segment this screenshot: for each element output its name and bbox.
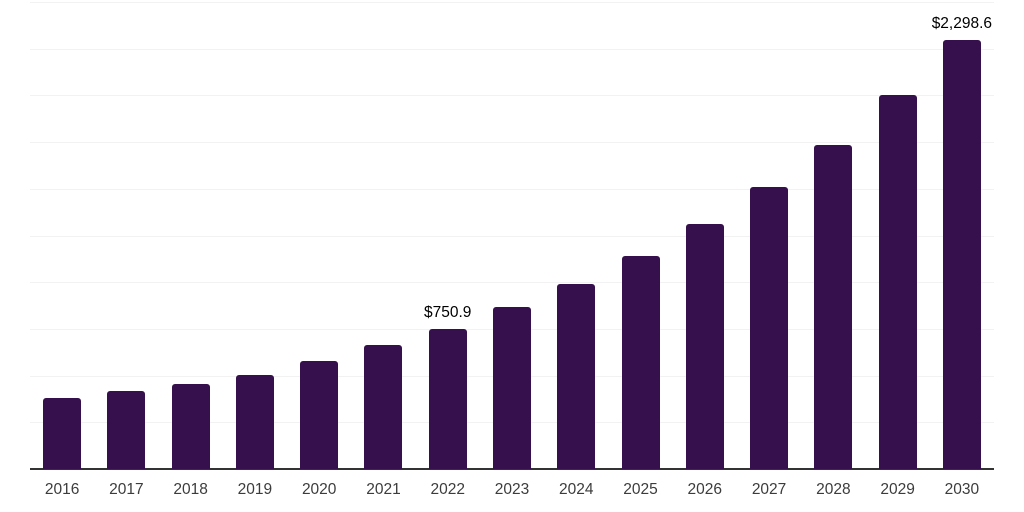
- x-axis-label-2017: 2017: [109, 481, 144, 498]
- gridline-1500: [30, 188, 994, 190]
- gridline-1000: [30, 282, 994, 284]
- x-axis-label-2021: 2021: [366, 481, 401, 498]
- x-axis-label-2022: 2022: [430, 481, 465, 498]
- bar-2029[interactable]: [878, 95, 917, 469]
- bar-2028[interactable]: [814, 145, 853, 469]
- x-axis-label-2019: 2019: [237, 481, 273, 498]
- bar-2026[interactable]: [685, 224, 724, 469]
- x-axis-label-2027: 2027: [751, 481, 787, 498]
- x-axis-label-2018: 2018: [173, 481, 208, 498]
- x-axis-label-2030: 2030: [944, 481, 980, 498]
- bar-2023[interactable]: [493, 307, 531, 469]
- bar-2025[interactable]: [621, 255, 660, 469]
- bar-2024[interactable]: [557, 283, 596, 469]
- bar-2021[interactable]: [364, 344, 403, 469]
- x-axis-label-2029: 2029: [880, 481, 915, 498]
- data-label-2022: $750.9: [424, 303, 472, 321]
- x-axis-label-2025: 2025: [623, 481, 658, 498]
- gridline-2000: [30, 95, 994, 97]
- bar-2018[interactable]: [171, 383, 210, 469]
- bar-2020[interactable]: [300, 360, 339, 469]
- gridline-2500: [30, 2, 994, 3]
- bar-2030[interactable]: [942, 39, 981, 469]
- x-axis-label-2020: 2020: [301, 481, 337, 498]
- bar-2022[interactable]: [428, 328, 467, 469]
- x-axis-label-2026: 2026: [687, 481, 723, 498]
- x-axis-line: [30, 468, 994, 470]
- gridline-2250: [30, 48, 994, 50]
- data-label-2030: $2,298.6: [931, 14, 993, 32]
- bar-2016[interactable]: [43, 398, 82, 469]
- gridline-1750: [30, 142, 994, 144]
- x-axis-label-2024: 2024: [559, 481, 594, 498]
- bar-2019[interactable]: [235, 374, 274, 469]
- bar-2017[interactable]: [107, 391, 146, 469]
- x-axis-label-2023: 2023: [494, 481, 530, 498]
- gridline-1250: [30, 235, 994, 237]
- x-axis-label-2028: 2028: [816, 481, 851, 498]
- bar-2027[interactable]: [750, 187, 789, 469]
- x-axis-label-2016: 2016: [44, 481, 80, 498]
